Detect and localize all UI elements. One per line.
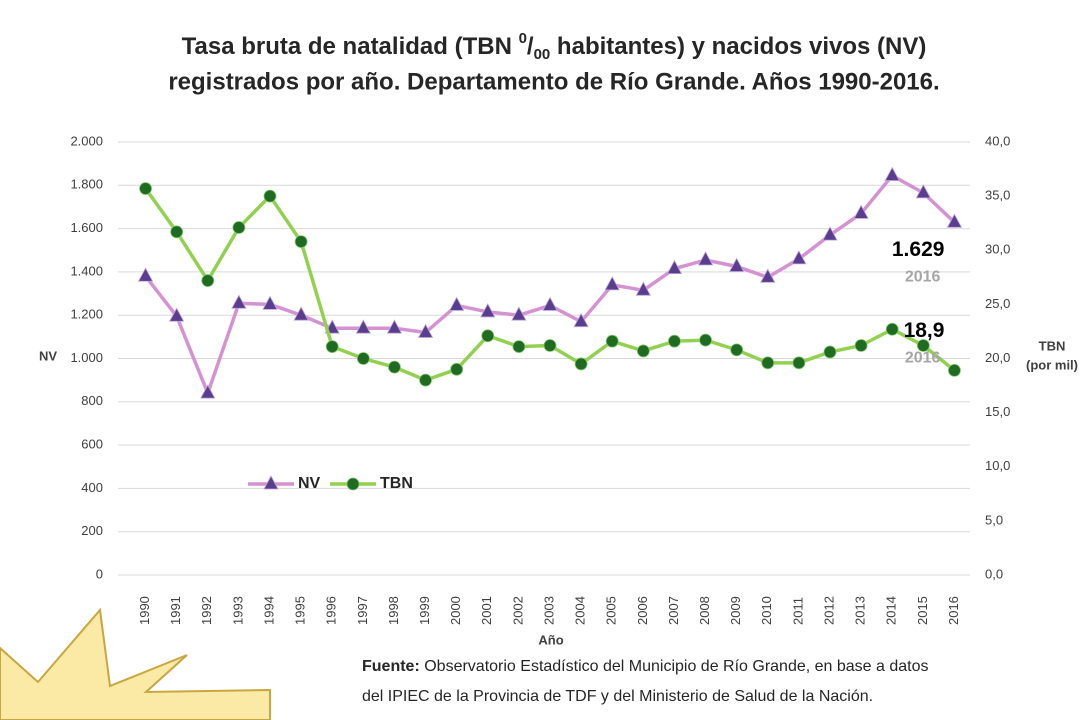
value-label-year: 2016 [905, 350, 941, 367]
x-tick-label: 1996 [324, 596, 339, 625]
y2-axis-label: (por mil) [1026, 357, 1078, 372]
source-note: del IPIEC de la Provincia de TDF y del M… [362, 688, 873, 705]
x-tick-label: 2004 [573, 596, 588, 625]
data-point [637, 345, 649, 357]
x-tick-label: 2013 [853, 596, 868, 625]
source-note: Fuente: Observatorio Estadístico del Mun… [362, 658, 929, 675]
data-point [388, 361, 400, 373]
y-tick-label: 1.600 [70, 220, 103, 235]
value-label: 1.629 [892, 238, 945, 261]
data-point [513, 341, 525, 353]
x-tick-label: 2002 [510, 596, 525, 625]
data-point [202, 275, 214, 287]
data-point [855, 340, 867, 352]
data-point [762, 357, 774, 369]
data-point [948, 364, 960, 376]
title-text: Tasa bruta de natalidad (TBN [182, 33, 519, 60]
data-point [233, 222, 245, 234]
y-tick-label: 400 [81, 480, 103, 495]
x-tick-label: 2001 [479, 596, 494, 625]
data-point [451, 363, 463, 375]
data-point [731, 344, 743, 356]
y2-tick-label: 20,0 [985, 350, 1010, 365]
x-tick-label: 2000 [448, 596, 463, 625]
data-point [575, 358, 587, 370]
x-tick-label: 2011 [790, 597, 805, 625]
x-tick-label: 2005 [604, 596, 619, 625]
legend-label: NV [298, 475, 321, 492]
y2-tick-label: 40,0 [985, 133, 1010, 148]
x-tick-label: 2010 [759, 596, 774, 625]
y-tick-label: 200 [81, 523, 103, 538]
y-tick-label: 1.400 [70, 263, 103, 278]
data-point [606, 335, 618, 347]
chart-title: registrados por año. Departamento de Río… [168, 68, 939, 95]
y2-tick-label: 0,0 [985, 566, 1003, 581]
data-point [482, 330, 494, 342]
y2-axis-label: TBN [1039, 338, 1066, 353]
data-point [824, 346, 836, 358]
y-tick-label: 1.800 [70, 177, 103, 192]
x-tick-label: 1995 [293, 596, 308, 625]
data-point [140, 183, 152, 195]
data-point [886, 323, 898, 335]
legend-marker [347, 478, 359, 490]
y2-tick-label: 15,0 [985, 404, 1010, 419]
source-label: Fuente: [362, 658, 420, 675]
title-text: habitantes) y nacidos vivos (NV) [550, 33, 926, 60]
x-tick-label: 1990 [137, 596, 152, 625]
data-point [544, 340, 556, 352]
chart: Tasa bruta de natalidad (TBN 0/00 habita… [0, 0, 1087, 720]
value-label-year: 2016 [905, 269, 941, 286]
x-tick-label: 1993 [230, 596, 245, 625]
x-tick-label: 1997 [355, 596, 370, 625]
value-label: 18,9 [904, 319, 945, 342]
y-tick-label: 2.000 [70, 133, 103, 148]
y-axis-label: NV [39, 348, 57, 363]
data-point [420, 374, 432, 386]
x-tick-label: 2006 [635, 596, 650, 625]
y-tick-label: 1.200 [70, 307, 103, 322]
title-sup: 0 [519, 30, 527, 47]
data-point [668, 335, 680, 347]
x-tick-label: 2008 [697, 596, 712, 625]
legend-label: TBN [380, 475, 413, 492]
x-tick-label: 2014 [884, 596, 899, 625]
y-tick-label: 600 [81, 437, 103, 452]
data-point [326, 341, 338, 353]
x-tick-label: 1999 [417, 596, 432, 625]
data-point [700, 334, 712, 346]
data-point [295, 236, 307, 248]
x-tick-label: 2009 [728, 596, 743, 625]
x-tick-label: 2012 [821, 596, 836, 625]
x-tick-label: 2016 [946, 596, 961, 625]
source-text: Observatorio Estadístico del Municipio d… [420, 658, 929, 675]
y-tick-label: 800 [81, 393, 103, 408]
y2-tick-label: 30,0 [985, 242, 1010, 257]
y2-tick-label: 35,0 [985, 188, 1010, 203]
data-point [264, 190, 276, 202]
x-tick-label: 2015 [915, 596, 930, 625]
x-tick-label: 1992 [199, 596, 214, 625]
x-tick-label: 1994 [261, 596, 276, 625]
y2-tick-label: 5,0 [985, 512, 1003, 527]
y-tick-label: 0 [96, 566, 103, 581]
data-point [357, 353, 369, 365]
x-tick-label: 1998 [386, 596, 401, 625]
x-tick-label: 2003 [541, 596, 556, 625]
x-tick-label: 2007 [666, 596, 681, 625]
y2-tick-label: 10,0 [985, 458, 1010, 473]
data-point [171, 226, 183, 238]
x-tick-label: 1991 [168, 596, 183, 625]
x-axis-label: Año [538, 632, 563, 647]
title-sub: 00 [534, 46, 551, 63]
y2-tick-label: 25,0 [985, 296, 1010, 311]
data-point [793, 357, 805, 369]
y-tick-label: 1.000 [70, 350, 103, 365]
chart-title: Tasa bruta de natalidad (TBN 0/00 habita… [182, 30, 927, 63]
